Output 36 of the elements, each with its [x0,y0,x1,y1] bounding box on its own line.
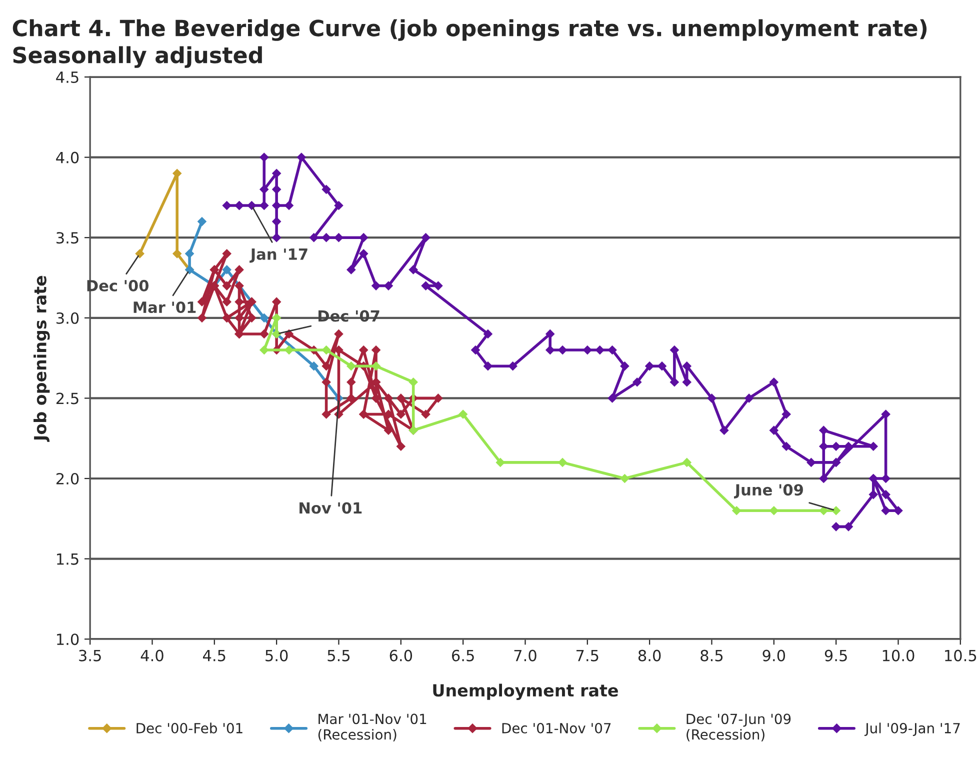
annotation: Mar '01 [134,301,196,314]
x-tick-label: 7.0 [514,650,536,662]
legend-label: Mar '01-Nov '01 (Recession) [318,714,426,742]
y-tick-label: 3.5 [56,232,78,244]
x-axis-title: Unemployment rate [433,684,618,700]
legend-label: Dec '00-Feb '01 [136,722,242,734]
x-tick-label: 4.5 [203,650,226,662]
x-tick-label: 10.0 [882,650,914,662]
legend-label: Jul '09-Jan '17 [864,722,960,736]
x-tick-label: 10.5 [945,650,976,662]
y-axis-title: Job openings rate [34,276,50,442]
x-tick-label: 9.5 [824,650,847,662]
y-tick-label: 3.0 [56,312,79,324]
x-tick-label: 3.5 [79,650,101,662]
y-tick-label: 2.5 [56,392,78,404]
x-tick-label: 8.0 [638,650,661,662]
x-tick-label: 5.5 [328,650,350,662]
y-tick-label: 1.5 [57,553,78,565]
x-tick-label: 6.5 [452,650,474,662]
x-tick-label: 8.5 [700,650,723,662]
y-tick-label: 1.0 [57,634,79,646]
y-tick-label: 4.5 [56,72,78,84]
y-tick-label: 4.0 [56,152,79,164]
annotation: Nov '01 [300,502,362,514]
annotation: Jan '17 [250,248,308,263]
annotation: June '09 [734,484,803,498]
chart-subtitle: Seasonally adjusted [13,46,262,68]
x-tick-label: 7.5 [576,650,598,662]
legend-label: Dec '01-Nov '07 [502,722,611,734]
chart-title: Chart 4. The Beveridge Curve (job openings rate vs. unemployment rate) [12,19,927,41]
y-tick-label: 2.0 [56,472,79,485]
x-tick-label: 9.0 [762,650,786,662]
x-tick-label: 6.0 [390,650,412,662]
x-tick-label: 5.0 [266,650,288,662]
legend-label: Dec '07-Jun '09 (Recession) [686,714,791,742]
x-tick-label: 4.0 [140,650,164,662]
